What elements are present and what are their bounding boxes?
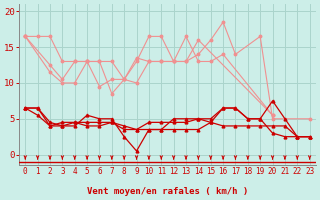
X-axis label: Vent moyen/en rafales ( km/h ): Vent moyen/en rafales ( km/h ) — [87, 187, 248, 196]
